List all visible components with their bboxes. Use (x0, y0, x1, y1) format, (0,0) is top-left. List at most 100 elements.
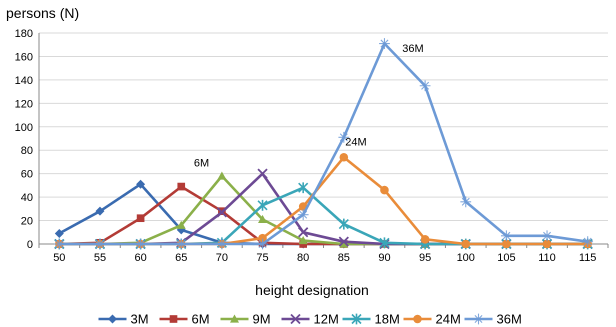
data-point (94, 238, 106, 250)
data-point (379, 237, 390, 249)
legend-label: 12M (314, 312, 339, 327)
legend-item-3m: 3M (98, 312, 149, 327)
series-layer (53, 38, 594, 250)
data-point (541, 230, 553, 242)
data-point (290, 313, 301, 325)
data-point (338, 218, 349, 230)
data-point (542, 239, 552, 249)
data-point (298, 227, 309, 238)
legend-label: 3M (131, 312, 149, 327)
x-tick-label: 115 (579, 252, 597, 264)
data-point (297, 209, 309, 221)
data-point (169, 315, 178, 323)
y-tick-label: 120 (15, 98, 33, 110)
y-tick-label: 20 (21, 216, 33, 228)
data-point (460, 196, 472, 208)
x-tick-label: 55 (94, 252, 106, 264)
y-tick-label: 180 (15, 28, 33, 40)
series-24m (55, 152, 592, 249)
data-point (420, 235, 430, 244)
x-axis-title: height designation (255, 282, 369, 298)
data-point (136, 214, 145, 223)
data-point (95, 206, 105, 216)
y-tick-labels: 0 20 40 60 80 100 120 140 160 180 (15, 28, 33, 251)
x-tick-label: 70 (216, 252, 228, 264)
x-tick-label: 105 (497, 252, 515, 264)
data-point (419, 80, 431, 92)
series-18m (54, 182, 593, 250)
data-point (298, 235, 308, 245)
legend-label: 36M (497, 312, 522, 327)
y-tick-label: 60 (21, 169, 33, 181)
data-point (216, 207, 228, 218)
y-tick-label: 40 (21, 192, 33, 204)
x-tick-label: 65 (175, 252, 187, 264)
annotation-label: 36M (402, 43, 423, 55)
data-point (473, 313, 484, 325)
y-tick-label: 0 (27, 239, 33, 251)
data-point (502, 239, 511, 249)
legend-label: 24M (436, 312, 461, 327)
data-point (53, 238, 65, 250)
x-tick-label: 95 (419, 252, 431, 264)
legend-item-24m: 24M (403, 312, 461, 327)
x-tick-label: 85 (338, 252, 350, 264)
data-point (258, 233, 267, 243)
data-point (582, 236, 594, 248)
data-point (230, 314, 239, 323)
gridlines (39, 32, 608, 222)
series-line (59, 156, 588, 246)
data-point (351, 313, 362, 325)
annotation-label: 24M (345, 137, 366, 149)
legend-item-12m: 12M (281, 312, 339, 327)
data-point (298, 182, 309, 194)
data-point (338, 236, 349, 247)
data-point (216, 238, 228, 250)
data-point (257, 199, 268, 211)
data-point (176, 220, 186, 229)
y-tick-label: 100 (15, 122, 33, 134)
legend-item-18m: 18M (342, 312, 400, 327)
data-point (339, 152, 349, 162)
data-point (338, 131, 350, 143)
legend-label: 18M (375, 312, 400, 327)
data-point (177, 182, 186, 191)
x-tick-labels: 50 55 60 65 70 75 80 85 90 95 100 105 110 115 (53, 252, 596, 264)
x-tick-label: 50 (53, 252, 65, 264)
data-point (217, 171, 227, 180)
x-tick-label: 90 (378, 252, 390, 264)
legend-item-9m: 9M (220, 312, 271, 327)
x-tick-label: 110 (538, 252, 556, 264)
legend-label: 9M (253, 312, 271, 327)
y-axis-title: persons (N) (6, 5, 79, 21)
data-point (258, 214, 268, 223)
legend: 3M 6M 9M 12M 18M 24M 36M (98, 312, 522, 327)
x-tick-label: 75 (256, 252, 268, 264)
data-point (413, 314, 422, 324)
legend-item-6m: 6M (159, 312, 210, 327)
annotation-label: 6M (194, 158, 209, 170)
series-36m (53, 38, 594, 250)
data-point (54, 228, 64, 238)
y-tick-label: 160 (15, 51, 33, 63)
data-point (108, 314, 117, 324)
data-point (136, 179, 146, 189)
annotations: 6M 24M 36M (194, 43, 424, 170)
data-point (500, 230, 512, 242)
legend-item-36m: 36M (464, 312, 522, 327)
data-point (380, 185, 389, 195)
series-line (59, 42, 588, 246)
legend-label: 6M (192, 312, 210, 327)
y-tick-label: 140 (15, 75, 33, 87)
data-point (339, 239, 349, 248)
data-point (135, 238, 147, 250)
data-point (379, 38, 390, 49)
data-point (175, 238, 187, 250)
axes (38, 33, 609, 248)
x-tick-label: 80 (297, 252, 309, 264)
y-tick-label: 80 (21, 145, 33, 157)
data-point (461, 239, 471, 249)
data-point (257, 238, 268, 250)
data-point (257, 168, 268, 179)
